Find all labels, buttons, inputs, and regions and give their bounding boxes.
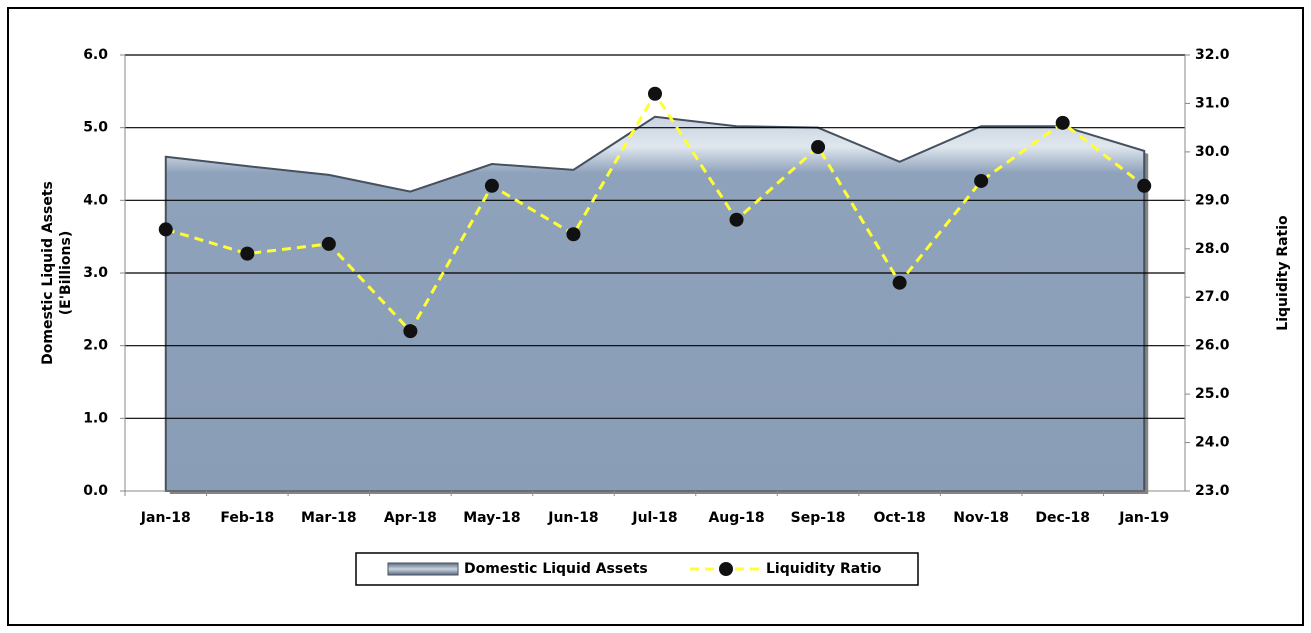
area: [164, 115, 1146, 492]
y2-tick-label: 31.0: [1195, 95, 1230, 111]
marker: [321, 236, 336, 251]
x-tick-label: Nov-18: [953, 510, 1009, 526]
y2-tick-label: 32.0: [1195, 47, 1230, 63]
y2-tick-label: 29.0: [1195, 192, 1230, 208]
marker: [974, 173, 989, 188]
y-tick-label: 5.0: [83, 120, 108, 136]
x-tick-label: Apr-18: [384, 510, 437, 526]
marker: [648, 86, 662, 101]
x-tick-label: Jun-18: [547, 510, 598, 526]
marker: [484, 178, 499, 193]
x-tick-label: Jan-19: [1118, 510, 1169, 526]
x-tick-label: Feb-18: [220, 510, 274, 526]
marker: [240, 246, 255, 261]
x-tick-label: May-18: [463, 510, 520, 526]
plot-area: [164, 115, 1149, 495]
y2-tick-label: 28.0: [1195, 241, 1230, 257]
legend-marker: [719, 562, 733, 576]
marker: [1137, 178, 1152, 193]
x-tick-label: Aug-18: [708, 510, 764, 526]
x-tick-label: Oct-18: [874, 510, 926, 526]
x-tick-label: Dec-18: [1035, 510, 1090, 526]
y-tick-label: 4.0: [83, 192, 108, 208]
y2-tick-label: 23.0: [1195, 483, 1230, 499]
y-tick-label: 0.0: [83, 483, 108, 499]
y-tick-label: 1.0: [83, 410, 108, 426]
legend-label: Domestic Liquid Assets: [464, 561, 648, 577]
y-tick-label: 2.0: [83, 338, 108, 354]
legend-swatch: [387, 562, 459, 576]
marker: [403, 324, 418, 339]
y2-tick-label: 26.0: [1195, 338, 1230, 354]
y-axis-title: Domestic Liquid Assets: [40, 181, 56, 365]
y2-axis-title: Liquidity Ratio: [1275, 215, 1291, 331]
marker: [811, 140, 826, 155]
y2-tick-label: 24.0: [1195, 435, 1230, 451]
marker: [892, 275, 907, 290]
y-tick-label: 6.0: [83, 47, 108, 63]
y-tick-label: 3.0: [83, 265, 108, 281]
marker: [566, 227, 581, 242]
marker: [1055, 115, 1070, 130]
y2-tick-label: 25.0: [1195, 386, 1230, 402]
x-tick-label: Jul-18: [631, 510, 677, 526]
legend-label: Liquidity Ratio: [766, 561, 882, 577]
marker: [729, 212, 744, 227]
y-axis-title: (E'Billions): [58, 231, 74, 315]
y2-tick-label: 27.0: [1195, 289, 1230, 305]
y2-tick-label: 30.0: [1195, 144, 1230, 160]
marker: [158, 222, 173, 237]
x-tick-label: Jan-18: [140, 510, 191, 526]
x-tick-label: Sep-18: [791, 510, 846, 526]
x-tick-label: Mar-18: [301, 510, 357, 526]
